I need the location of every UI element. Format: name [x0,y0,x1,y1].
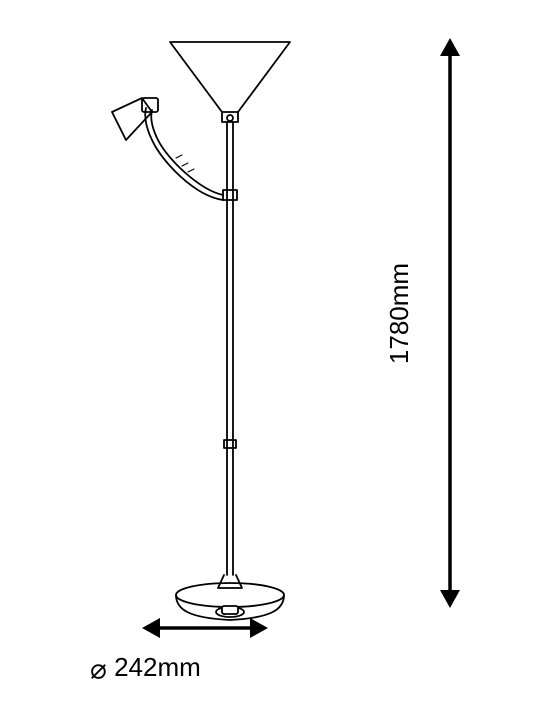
diameter-symbol: ⌀ [90,654,107,685]
height-dimension: 1780mm [430,38,470,608]
diagram-canvas: 1780mm ⌀ 242mm [0,0,540,720]
base-label: ⌀ 242mm [90,652,201,686]
base-value: 242mm [114,652,201,682]
base-dimension: ⌀ 242mm [100,608,300,708]
lamp-drawing [90,40,330,640]
height-label: 1780mm [384,263,415,364]
